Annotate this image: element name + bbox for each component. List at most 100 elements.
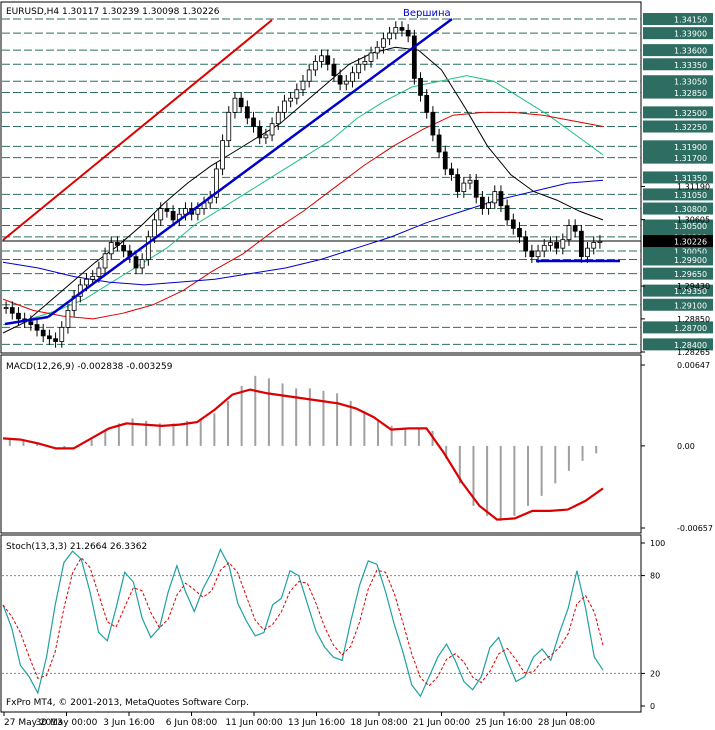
candle-body [226, 111, 232, 142]
level-price-label: 1.30050 [674, 247, 707, 256]
candle-body [214, 168, 219, 198]
up-trend-line [47, 17, 453, 319]
candle-body [238, 97, 244, 108]
candle-body [381, 38, 386, 48]
candle-body [566, 225, 572, 241]
candle-body [387, 32, 392, 40]
time-tick-label: 18 Jun 08:00 [350, 718, 407, 728]
candle-body [331, 63, 337, 76]
price-tick-label: 1.28850 [677, 315, 710, 324]
level-price-label: 1.29900 [674, 256, 707, 265]
level-price-box [643, 202, 713, 215]
moving-average-line [2, 75, 604, 326]
time-tick-label: 13 Jun 16:00 [288, 718, 345, 728]
level-price-box [643, 58, 713, 71]
level-price-box [643, 86, 713, 99]
candle-body [337, 75, 343, 85]
candle-body [554, 242, 559, 249]
candle-body [597, 240, 603, 243]
macd-panel: 0.00647 0.00 -0.00657 [2, 361, 713, 533]
candle-body [585, 247, 590, 258]
candle-body [529, 250, 535, 258]
candle-body [461, 182, 467, 192]
macd-label: MACD(12,26,9) -0.002838 -0.003259 [6, 362, 173, 372]
level-price-label: 1.33600 [674, 47, 707, 56]
candle-body [541, 244, 547, 252]
level-price-label: 1.33350 [674, 61, 707, 70]
channel-line [2, 19, 273, 241]
candle-body [449, 168, 454, 176]
level-price-label: 1.29350 [674, 287, 707, 296]
candle-body [591, 242, 597, 249]
level-price-label: 1.30500 [674, 222, 707, 231]
candle-body [102, 253, 108, 269]
candle-body [319, 55, 324, 62]
price-tick-label: 1.29430 [677, 282, 710, 291]
symbol-label: EURUSD,H4 1.30117 1.30239 1.30098 1.3022… [6, 7, 220, 17]
candle-body [34, 324, 40, 331]
stoch-signal-line [2, 556, 604, 687]
copyright-label: FxPro MT4, © 2001-2013, MetaQuotes Softw… [6, 698, 249, 708]
candle-body [312, 61, 318, 71]
candle-body [418, 78, 423, 96]
candle-body [53, 338, 58, 342]
candle-body [399, 27, 405, 31]
candle-body [393, 27, 399, 34]
candle-body [47, 335, 52, 340]
candle-body [59, 326, 65, 342]
level-price-box [643, 27, 713, 40]
time-tick-label: 21 Jun 00:00 [413, 718, 470, 728]
candle-body [356, 63, 362, 74]
candle-body [164, 208, 170, 212]
candle-body [65, 310, 71, 328]
macd-tick-label: -0.00657 [677, 524, 713, 533]
stoch-panel: 100 80 20 0 [2, 539, 665, 711]
candle-body [121, 244, 126, 252]
level-price-label: 1.31050 [674, 191, 707, 200]
level-price-label: 1.29650 [674, 270, 707, 279]
candle-body [325, 55, 331, 65]
level-price-label: 1.32500 [674, 109, 707, 118]
candle-body [436, 134, 442, 153]
candle-body [430, 111, 436, 136]
candle-body [244, 106, 250, 119]
candle-body [158, 208, 164, 221]
level-price-box [643, 284, 713, 297]
candle-body [486, 202, 491, 209]
stoch-tick-label: 100 [650, 539, 665, 548]
candle-body [306, 69, 312, 82]
level-price-box [643, 267, 713, 280]
level-price-label: 1.29100 [674, 301, 707, 310]
candle-body [535, 250, 541, 258]
candle-body [467, 179, 473, 184]
candle-body [90, 276, 96, 280]
candle-body [170, 210, 176, 221]
candle-body [455, 174, 461, 192]
level-price-label: 1.32850 [674, 89, 707, 98]
level-price-label: 1.31700 [674, 154, 707, 163]
level-price-label: 1.28700 [674, 324, 707, 333]
candle-body [3, 307, 9, 309]
candle-body [195, 208, 201, 215]
level-price-box [643, 171, 713, 184]
candle-body [578, 230, 584, 258]
candle-body [548, 242, 553, 246]
level-price-label: 1.31350 [674, 174, 707, 183]
candle-body [84, 278, 89, 286]
candle-body [263, 134, 269, 139]
time-tick-label: 28 Jun 08:00 [538, 718, 595, 728]
candle-body [300, 80, 306, 91]
trend-line-base [4, 315, 49, 326]
candle-body [350, 72, 355, 82]
time-tick-label: 3 Jun 16:00 [103, 718, 155, 728]
time-tick-label: 6 Jun 08:00 [166, 718, 218, 728]
candle-body [108, 242, 114, 255]
level-price-label: 1.28400 [674, 341, 707, 350]
candle-body [275, 111, 281, 125]
level-price-label: 1.33050 [674, 78, 707, 87]
level-price-label: 1.31900 [674, 143, 707, 152]
candle-body [96, 267, 102, 277]
candle-body [492, 191, 498, 204]
